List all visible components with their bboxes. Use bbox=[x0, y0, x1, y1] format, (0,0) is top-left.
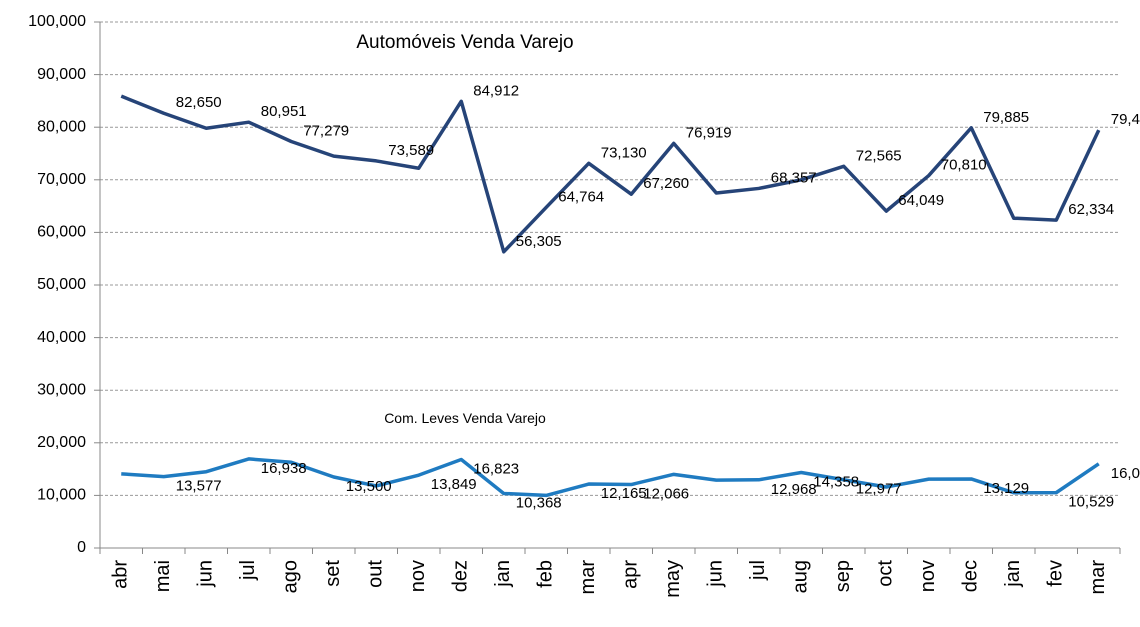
x-tick-label: dez bbox=[450, 560, 472, 592]
x-tick-label: dec bbox=[960, 560, 982, 592]
x-tick-label: jan bbox=[492, 560, 514, 588]
value-label: 73,130 bbox=[601, 144, 647, 161]
y-tick-label: 20,000 bbox=[37, 434, 86, 451]
value-label: 16,938 bbox=[261, 460, 307, 477]
x-tick-label: abr bbox=[110, 560, 132, 589]
x-tick-label: out bbox=[365, 560, 387, 588]
y-tick-label: 80,000 bbox=[37, 118, 86, 135]
value-label: 77,279 bbox=[303, 122, 349, 139]
value-label: 16,002 bbox=[1111, 465, 1140, 482]
x-tick-label: mar bbox=[1087, 560, 1109, 595]
value-label: 10,529 bbox=[1068, 494, 1114, 511]
x-tick-label: apr bbox=[620, 560, 642, 589]
x-tick-label: ago bbox=[280, 560, 302, 593]
value-label: 79,446 bbox=[1111, 111, 1140, 128]
x-tick-label: nov bbox=[407, 560, 429, 592]
value-label: 12,066 bbox=[643, 486, 689, 503]
x-tick-label: feb bbox=[535, 560, 557, 588]
x-tick-label: nov bbox=[917, 560, 939, 592]
value-label: 73,589 bbox=[388, 142, 434, 159]
x-tick-label: jul bbox=[237, 560, 259, 581]
y-tick-label: 0 bbox=[77, 539, 86, 556]
x-tick-label: aug bbox=[790, 560, 812, 593]
value-label: 16,823 bbox=[473, 460, 519, 477]
series-line bbox=[120, 94, 1101, 254]
series-annotation: Com. Leves Venda Varejo bbox=[384, 410, 546, 426]
x-tick-label: may bbox=[662, 560, 684, 598]
y-tick-label: 90,000 bbox=[37, 66, 86, 83]
value-label: 12,165 bbox=[601, 485, 647, 502]
series-annotation: Automóveis Venda Varejo bbox=[356, 32, 574, 53]
value-label: 62,334 bbox=[1068, 201, 1114, 218]
value-label: 80,951 bbox=[261, 103, 307, 120]
value-label: 10,368 bbox=[516, 494, 562, 511]
y-tick-label: 50,000 bbox=[37, 276, 86, 293]
value-label: 84,912 bbox=[473, 82, 519, 99]
x-tick-label: oct bbox=[875, 560, 897, 587]
value-label: 64,049 bbox=[898, 192, 944, 209]
value-label: 79,885 bbox=[983, 109, 1029, 126]
value-label: 13,849 bbox=[431, 476, 477, 493]
value-label: 70,810 bbox=[941, 157, 987, 174]
value-label: 82,650 bbox=[176, 94, 222, 111]
x-tick-label: jan bbox=[1002, 560, 1024, 588]
y-tick-label: 40,000 bbox=[37, 329, 86, 346]
x-tick-label: mar bbox=[577, 560, 599, 595]
value-label: 68,357 bbox=[771, 169, 817, 186]
y-tick-label: 30,000 bbox=[37, 381, 86, 398]
x-tick-label: sep bbox=[832, 560, 854, 592]
x-tick-label: jun bbox=[705, 560, 727, 588]
y-tick-label: 60,000 bbox=[37, 224, 86, 241]
value-label: 14,358 bbox=[813, 473, 859, 490]
series-line bbox=[121, 457, 1100, 498]
y-tick-label: 100,000 bbox=[28, 13, 86, 30]
x-tick-label: set bbox=[322, 560, 344, 587]
value-label: 72,565 bbox=[856, 147, 902, 164]
x-tick-label: jul bbox=[747, 560, 769, 581]
value-label: 13,500 bbox=[346, 478, 392, 495]
value-label: 13,577 bbox=[176, 478, 222, 495]
value-label: 76,919 bbox=[686, 124, 732, 141]
value-label: 64,764 bbox=[558, 188, 604, 205]
value-label: 13,129 bbox=[983, 480, 1029, 497]
y-tick-label: 10,000 bbox=[37, 487, 86, 504]
x-tick-label: mai bbox=[152, 560, 174, 592]
x-tick-label: jun bbox=[195, 560, 217, 588]
value-label: 67,260 bbox=[643, 175, 689, 192]
value-label: 12,977 bbox=[856, 481, 902, 498]
value-label: 12,968 bbox=[771, 481, 817, 498]
x-tick-label: fev bbox=[1045, 560, 1067, 587]
y-tick-label: 70,000 bbox=[37, 171, 86, 188]
value-label: 56,305 bbox=[516, 233, 562, 250]
